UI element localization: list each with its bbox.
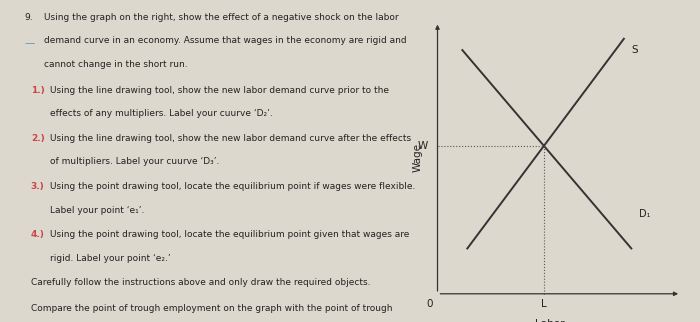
Text: D₁: D₁	[639, 209, 650, 220]
Text: Labor: Labor	[535, 319, 564, 322]
Text: Using the point drawing tool, locate the equilibrium point given that wages are: Using the point drawing tool, locate the…	[50, 230, 410, 239]
Text: 3.): 3.)	[31, 182, 45, 191]
Text: 9.: 9.	[25, 13, 33, 22]
Text: S: S	[631, 45, 638, 55]
Text: L: L	[541, 299, 547, 309]
Text: Using the line drawing tool, show the new labor demand curve prior to the: Using the line drawing tool, show the ne…	[50, 86, 389, 95]
Text: Carefully follow the instructions above and only draw the required objects.: Carefully follow the instructions above …	[31, 279, 370, 288]
Text: demand curve in an economy. Assume that wages in the economy are rigid and: demand curve in an economy. Assume that …	[44, 36, 407, 45]
Text: Using the graph on the right, show the effect of a negative shock on the labor: Using the graph on the right, show the e…	[44, 13, 398, 22]
Text: 0: 0	[427, 299, 433, 309]
Text: 1.): 1.)	[31, 86, 45, 95]
Text: Compare the point of trough employment on the graph with the point of trough: Compare the point of trough employment o…	[31, 304, 393, 313]
Text: Using the point drawing tool, locate the equilibrium point if wages were flexibl: Using the point drawing tool, locate the…	[50, 182, 416, 191]
Text: —: —	[25, 38, 35, 48]
Text: Wage: Wage	[412, 143, 423, 172]
Text: rigid. Label your point ‘e₂.’: rigid. Label your point ‘e₂.’	[50, 254, 171, 263]
Text: Label your point ‘e₁’.: Label your point ‘e₁’.	[50, 206, 145, 215]
Text: 2.): 2.)	[31, 134, 45, 143]
Text: 4.): 4.)	[31, 230, 45, 239]
Text: W: W	[417, 141, 428, 151]
Text: cannot change in the short run.: cannot change in the short run.	[44, 60, 188, 69]
Text: Using the line drawing tool, show the new labor demand curve after the effects: Using the line drawing tool, show the ne…	[50, 134, 412, 143]
Text: effects of any multipliers. Label your cuurve ‘D₂’.: effects of any multipliers. Label your c…	[50, 109, 273, 118]
Text: of multipliers. Label your cuurve ‘D₃’.: of multipliers. Label your cuurve ‘D₃’.	[50, 157, 220, 166]
